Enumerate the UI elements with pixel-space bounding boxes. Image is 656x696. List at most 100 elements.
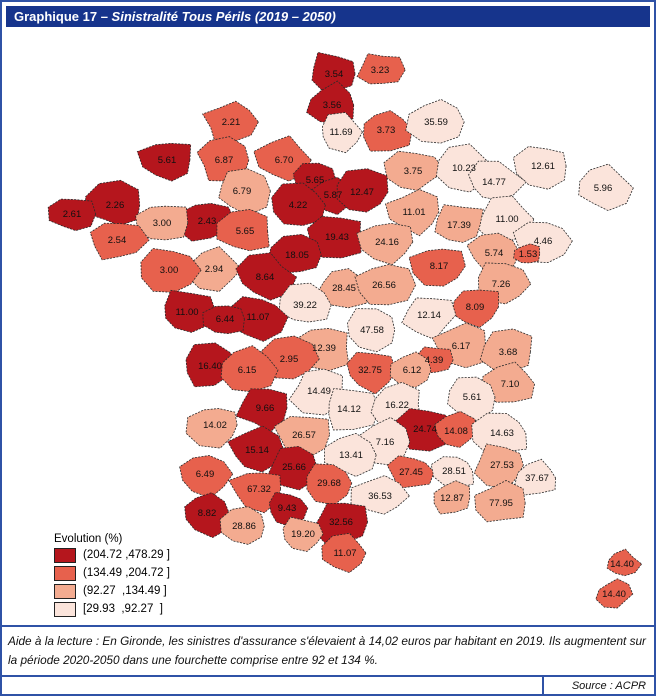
- department-cell: [433, 480, 471, 515]
- department-value-label: 15.14: [245, 445, 269, 456]
- department-value-label: 14.40: [602, 589, 626, 600]
- source-label: Source : ACPR: [541, 677, 654, 694]
- department-value-label: 6.70: [275, 155, 294, 166]
- department-value-label: 2.94: [205, 264, 224, 275]
- department-value-label: 27.45: [399, 467, 423, 478]
- department-value-label: 11.01: [402, 207, 425, 218]
- reading-aid-note: Aide à la lecture : En Gironde, les sini…: [2, 625, 654, 675]
- department-cell: [514, 458, 557, 496]
- department-value-label: 6.87: [215, 155, 234, 166]
- department-value-label: 5.65: [306, 175, 325, 186]
- department-cell: [235, 252, 297, 301]
- department-value-label: 14.77: [482, 177, 506, 188]
- department-cell: [512, 146, 567, 190]
- department-value-label: 3.56: [323, 100, 342, 111]
- department-value-label: 26.56: [372, 280, 396, 291]
- department-cell: [140, 248, 202, 293]
- department-value-label: 9.66: [256, 403, 275, 414]
- department-cell: [268, 491, 309, 528]
- department-cell: [362, 110, 413, 152]
- department-cell: [595, 578, 634, 609]
- department-cell: [185, 408, 238, 449]
- department-value-label: 14.08: [444, 426, 468, 437]
- department-cell: [321, 111, 363, 154]
- legend-swatch-class2: [54, 565, 76, 581]
- department-value-label: 29.68: [317, 478, 341, 489]
- department-value-label: 8.09: [466, 302, 485, 313]
- department-value-label: 2.21: [222, 117, 241, 128]
- department-cell: [466, 232, 521, 273]
- department-cell: [136, 142, 192, 182]
- department-cell: [513, 243, 541, 264]
- legend-label-class1: (204.72 ,478.29 ]: [83, 549, 170, 561]
- department-value-label: 8.82: [198, 508, 217, 519]
- department-value-label: 5.87: [324, 190, 343, 201]
- department-value-label: 8.17: [430, 261, 449, 272]
- department-cell: [474, 480, 526, 523]
- department-value-label: 6.49: [196, 469, 215, 480]
- department-cell: [271, 182, 326, 226]
- department-cell: [434, 204, 484, 243]
- department-value-label: 11.07: [246, 312, 269, 323]
- department-value-label: 14.12: [337, 404, 361, 415]
- department-value-label: 32.56: [329, 517, 353, 528]
- department-value-label: 32.75: [358, 365, 382, 376]
- department-value-label: 13.41: [339, 450, 363, 461]
- department-value-label: 3.73: [377, 125, 396, 136]
- department-cell: [347, 308, 396, 353]
- department-cell: [480, 361, 536, 403]
- department-value-label: 1.53: [519, 249, 538, 260]
- department-value-label: 28.45: [332, 283, 356, 294]
- department-value-label: 6.79: [233, 186, 252, 197]
- department-value-label: 2.26: [106, 200, 125, 211]
- department-cell: [468, 160, 527, 201]
- legend-swatch-class1: [54, 547, 76, 563]
- department-cell: [350, 475, 410, 515]
- department-value-label: 11.69: [329, 127, 352, 138]
- title-bar: Graphique 17 – Sinistralité Tous Périls …: [6, 6, 650, 27]
- department-value-label: 11.00: [175, 307, 198, 318]
- department-value-label: 3.00: [153, 218, 172, 229]
- department-value-label: 39.22: [293, 300, 317, 311]
- department-cell: [321, 532, 367, 574]
- department-cell: [219, 506, 265, 545]
- department-value-label: 5.65: [236, 226, 255, 237]
- department-cell: [336, 168, 389, 213]
- department-value-label: 19.43: [325, 232, 349, 243]
- department-value-label: 11.07: [333, 548, 356, 559]
- department-cell: [89, 222, 150, 261]
- department-value-label: 4.46: [534, 236, 553, 247]
- department-value-label: 3.75: [404, 166, 423, 177]
- department-value-label: 12.87: [440, 493, 464, 504]
- department-value-label: 3.54: [325, 69, 344, 80]
- department-cell: [433, 410, 479, 448]
- department-value-label: 47.58: [360, 325, 384, 336]
- department-cell: [356, 222, 414, 266]
- department-value-label: 14.40: [610, 559, 634, 570]
- department-value-label: 3.68: [499, 347, 518, 358]
- department-value-label: 37.67: [525, 473, 549, 484]
- department-value-label: 18.05: [285, 250, 309, 261]
- department-value-label: 4.39: [425, 355, 444, 366]
- department-value-label: 5.96: [594, 183, 613, 194]
- department-value-label: 26.57: [292, 430, 316, 441]
- department-value-label: 77.95: [489, 498, 513, 509]
- legend-label-class3: (92.27 ,134.49 ]: [83, 585, 167, 597]
- legend-swatch-class3: [54, 583, 76, 599]
- department-value-label: 6.44: [216, 314, 235, 325]
- legend-row: (204.72 ,478.29 ]: [54, 547, 170, 563]
- department-value-label: 12.61: [531, 161, 555, 172]
- department-value-label: 2.61: [63, 209, 82, 220]
- source-row: Source : ACPR: [2, 675, 654, 694]
- department-value-label: 6.15: [238, 365, 257, 376]
- department-cell: [473, 443, 524, 490]
- department-value-label: 3.00: [160, 265, 179, 276]
- department-value-label: 2.95: [280, 354, 299, 365]
- department-cell: [385, 188, 440, 237]
- department-cell: [328, 388, 380, 431]
- department-value-label: 19.20: [291, 529, 315, 540]
- department-cell: [306, 215, 362, 259]
- title-main: Sinistralité Tous Périls (2019 – 2050): [111, 9, 336, 24]
